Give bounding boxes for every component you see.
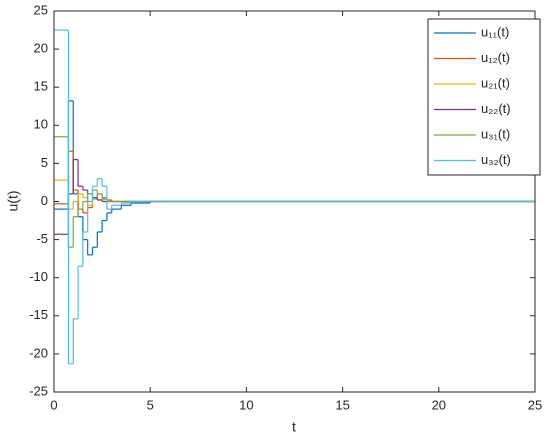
y-tick-label: 15: [34, 79, 48, 94]
x-tick-label: 15: [335, 397, 349, 412]
y-tick-label: 10: [34, 117, 48, 132]
x-tick-label: 20: [432, 397, 446, 412]
legend-label: u₂₁(t): [481, 75, 510, 90]
x-axis-label: t: [292, 419, 296, 435]
legend-box: [427, 18, 541, 176]
legend-label: u₁₂(t): [481, 50, 510, 65]
y-tick-label: -25: [29, 383, 48, 398]
y-tick-label: -5: [36, 231, 48, 246]
x-tick-label: 0: [50, 397, 57, 412]
legend-label: u₃₂(t): [481, 152, 511, 167]
x-tick-label: 10: [239, 397, 253, 412]
y-tick-label: 20: [34, 41, 48, 56]
plot-frame: [53, 10, 536, 393]
legend-label: u₂₂(t): [481, 101, 511, 116]
y-tick-label: 5: [41, 155, 48, 170]
legend-label: u₁₁(t): [481, 24, 509, 39]
x-tick-label: 5: [147, 397, 154, 412]
y-tick-label: -15: [29, 307, 48, 322]
y-axis-label: u(t): [5, 191, 21, 212]
legend-label: u₃₁(t): [481, 126, 510, 141]
y-tick-label: -10: [29, 269, 48, 284]
y-tick-label: -20: [29, 345, 48, 360]
y-tick-label: 0: [41, 193, 48, 208]
x-tick-label: 25: [528, 397, 542, 412]
y-tick-label: 25: [34, 2, 48, 17]
